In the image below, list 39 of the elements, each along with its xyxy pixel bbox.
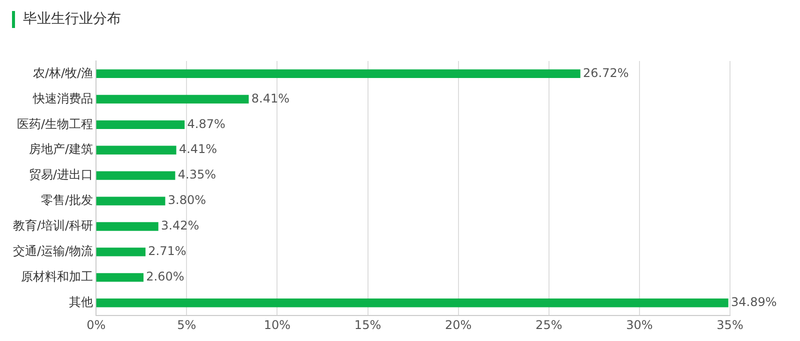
bar — [96, 222, 158, 231]
x-tick-label: 15% — [354, 318, 382, 332]
bar — [96, 248, 146, 256]
y-tick-label: 教育/培训/科研 — [12, 218, 94, 233]
x-tick-label: 25% — [536, 318, 562, 332]
y-tick-label: 快速消费品 — [32, 91, 94, 106]
data-label: 34.89% — [731, 294, 777, 309]
data-label: 2.71% — [148, 244, 186, 258]
data-label: 2.60% — [146, 270, 184, 284]
y-tick-label: 房地产/建筑 — [29, 142, 94, 156]
bar — [96, 196, 166, 206]
bar — [96, 120, 185, 129]
y-tick-label: 其他 — [69, 294, 94, 309]
bar — [96, 94, 249, 104]
y-tick-label: 原材料和加工 — [21, 270, 94, 284]
x-tick-label: 30% — [626, 318, 653, 332]
y-tick-label: 医药/生物工程 — [17, 116, 94, 131]
bar — [96, 146, 176, 154]
data-label: 26.72% — [583, 66, 629, 80]
data-label: 4.87% — [187, 116, 226, 131]
y-tick-label: 贸易/进出口 — [29, 168, 94, 182]
chart-title: 毕业生行业分布 — [23, 10, 121, 28]
y-tick-label: 零售/批发 — [41, 193, 94, 208]
bar — [96, 273, 144, 282]
bar — [96, 298, 728, 308]
x-tick-label: 35% — [716, 318, 744, 332]
bar — [96, 69, 580, 78]
data-label: 4.35% — [178, 168, 216, 182]
y-tick-label: 农/林/牧/渔 — [32, 66, 94, 80]
x-tick-label: 5% — [177, 318, 196, 332]
bar — [96, 171, 176, 180]
x-tick-label: 20% — [444, 318, 472, 332]
data-label: 4.41% — [178, 142, 218, 156]
y-tick-label: 交通/运输/物流 — [12, 244, 94, 258]
x-tick-label: 10% — [264, 318, 291, 332]
data-label: 3.80% — [168, 193, 206, 208]
x-tick-label: 0% — [86, 318, 106, 332]
data-label: 8.41% — [251, 91, 290, 106]
data-label: 3.42% — [161, 218, 200, 233]
